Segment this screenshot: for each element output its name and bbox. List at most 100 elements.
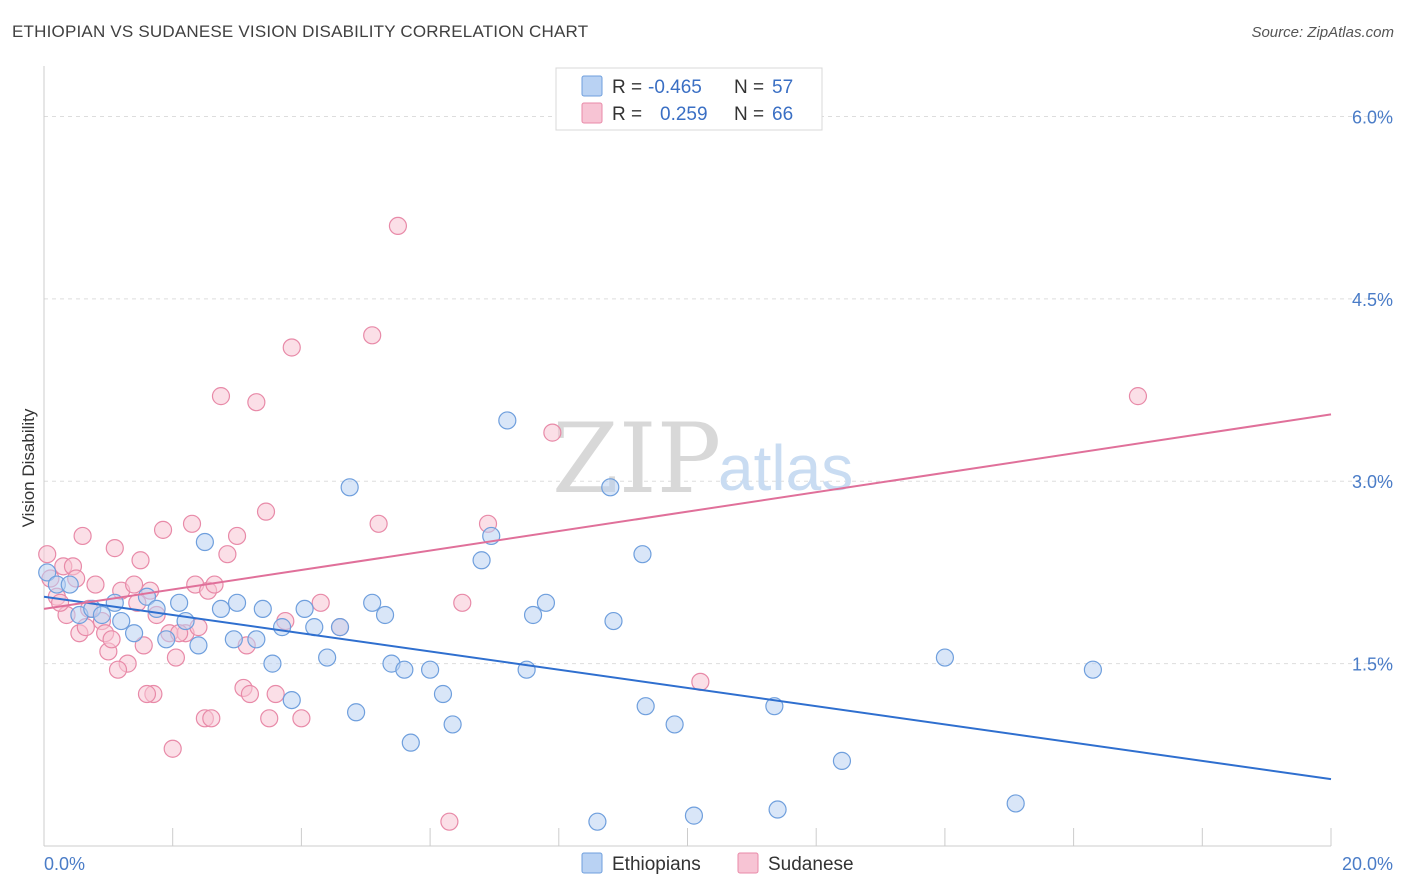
y-axis-label: Vision Disability <box>19 408 38 527</box>
sudanese-point-42 <box>256 502 276 521</box>
ethiopian-point-37 <box>443 715 462 734</box>
ethiopian-point-20 <box>253 599 272 619</box>
sudanese-point-54 <box>453 593 472 612</box>
ethiopian-point-55 <box>1006 794 1025 813</box>
legend-swatch-sudanese-bottom[interactable] <box>737 852 759 874</box>
sudanese-point-25 <box>153 520 173 539</box>
ethiopian-point-2 <box>60 575 79 594</box>
ethiopian-point-33 <box>395 660 414 679</box>
ethiopian-point-40 <box>498 411 517 430</box>
legend-n-label-ethiopians: N = <box>734 77 764 98</box>
legend-swatch-ethiopians-bottom[interactable] <box>581 852 603 874</box>
legend-label-sudanese[interactable]: Sudanese <box>768 854 854 875</box>
ethiopian-point-7 <box>112 611 131 631</box>
ethiopian-point-10 <box>147 599 166 619</box>
ethiopian-point-36 <box>433 684 453 704</box>
sudanese-point-56 <box>543 423 562 442</box>
ethiopian-point-43 <box>536 593 556 612</box>
legend-swatch-ethiopians <box>581 75 603 97</box>
chart-title: ETHIOPIAN VS SUDANESE VISION DISABILITY … <box>12 22 589 41</box>
legend-r-label-sudanese: R = <box>612 104 642 125</box>
ethiopian-point-23 <box>282 690 301 710</box>
ethiopian-point-44 <box>588 812 607 831</box>
watermark: ZIP atlas <box>552 403 853 515</box>
watermark-zip: ZIP <box>552 403 721 515</box>
sudanese-point-47 <box>292 709 311 728</box>
ethiopian-point-21 <box>263 654 282 673</box>
ethiopian-point-53 <box>832 751 852 770</box>
sudanese-point-15 <box>105 539 124 558</box>
ethiopian-point-17 <box>224 630 243 649</box>
sudanese-point-59 <box>108 660 128 679</box>
legend-n-value-ethiopians: 57 <box>772 77 793 98</box>
ethiopian-point-29 <box>346 703 366 722</box>
legend-top: R = -0.465 N = 57 R = 0.259 N = 66 <box>555 67 823 131</box>
sudanese-point-28 <box>166 648 186 667</box>
ethiopian-point-34 <box>401 733 420 752</box>
sudanese-point-10 <box>86 575 105 594</box>
sudanese-point-43 <box>260 709 279 728</box>
sudanese-point-8 <box>73 526 92 546</box>
legend-n-value-sudanese: 66 <box>772 104 793 125</box>
ethiopian-point-26 <box>318 648 337 667</box>
ethiopian-point-42 <box>523 605 543 625</box>
ethiopian-point-56 <box>1083 660 1103 679</box>
ethiopian-point-31 <box>375 605 395 625</box>
sudanese-point-51 <box>369 514 388 533</box>
legend-r-value-sudanese: 0.259 <box>660 104 708 125</box>
axes <box>43 66 1332 847</box>
legend-bottom[interactable]: Ethiopians Sudanese <box>581 852 854 875</box>
legend-r-value-ethiopians: -0.465 <box>648 77 702 98</box>
ethiopian-point-49 <box>665 715 684 734</box>
sudanese-point-37 <box>218 545 237 564</box>
trend-lines <box>43 413 1332 781</box>
ethiopian-point-25 <box>305 618 324 637</box>
ethiopian-point-12 <box>170 593 189 612</box>
sudanese-point-44 <box>266 684 285 704</box>
sudanese-point-53 <box>440 812 459 831</box>
ethiopian-point-35 <box>421 660 440 679</box>
sudanese-point-30 <box>182 514 202 533</box>
ethiopian-point-5 <box>92 605 112 625</box>
ethiopian-point-46 <box>604 611 623 631</box>
y-tick-label-1: 3.0% <box>1352 472 1393 492</box>
ethiopian-point-24 <box>295 599 314 619</box>
legend-r-label-ethiopians: R = <box>612 77 642 98</box>
sudanese-point-27 <box>163 739 182 758</box>
grid-lines <box>44 115 1391 665</box>
ethiopian-point-19 <box>247 630 266 649</box>
ethiopian-point-16 <box>211 599 231 619</box>
ethiopian-point-8 <box>124 624 144 643</box>
ethiopians-trend-line <box>43 595 1332 781</box>
sudanese-trend-line <box>43 413 1332 610</box>
ethiopian-point-15 <box>195 532 214 552</box>
sudanese-point-0 <box>38 545 57 564</box>
ethiopian-point-45 <box>601 478 620 497</box>
ethiopian-point-30 <box>363 593 382 612</box>
legend-swatch-sudanese <box>581 102 603 124</box>
ethiopian-point-14 <box>189 636 208 655</box>
y-tick-labels: 1.5% 3.0% 4.5% 6.0% <box>1352 107 1393 674</box>
y-tick-label-3: 6.0% <box>1352 107 1393 127</box>
sudanese-point-36 <box>211 387 231 406</box>
legend-label-ethiopians[interactable]: Ethiopians <box>612 854 701 875</box>
ethiopian-point-22 <box>272 618 292 637</box>
ethiopian-point-18 <box>227 593 247 612</box>
sudanese-point-57 <box>691 672 710 691</box>
sudanese-point-60 <box>50 593 70 612</box>
ethiopian-point-52 <box>768 800 787 819</box>
ethiopian-point-54 <box>935 648 955 667</box>
ethiopian-point-50 <box>684 806 704 825</box>
y-tick-label-0: 1.5% <box>1352 655 1393 675</box>
ethiopian-point-51 <box>765 697 784 716</box>
sudanese-point-48 <box>311 593 330 612</box>
y-tick-label-2: 4.5% <box>1352 290 1393 310</box>
ethiopian-point-38 <box>472 551 491 570</box>
sudanese-point-41 <box>247 393 266 412</box>
sudanese-point-63 <box>240 684 260 704</box>
sudanese-point-21 <box>134 636 153 655</box>
sudanese-point-38 <box>227 526 247 546</box>
ethiopian-point-47 <box>633 545 652 564</box>
sudanese-point-52 <box>388 216 408 236</box>
